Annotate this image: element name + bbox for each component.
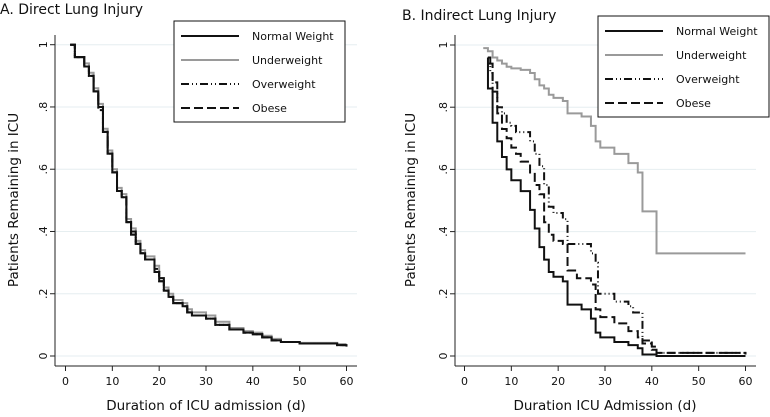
series-line-normal-weight: [486, 56, 746, 357]
panel-title: B. Indirect Lung Injury: [402, 8, 556, 24]
legend: Normal Weight Underweight Overweight Obese: [597, 15, 770, 118]
y-tick-label: 0: [37, 353, 50, 360]
x-tick-label: 60: [739, 375, 753, 388]
legend-label: Overweight: [676, 73, 740, 86]
legend-box: [597, 15, 770, 118]
legend-label: Obese: [676, 97, 711, 110]
y-tick-label: .6: [37, 164, 50, 175]
x-tick-label: 50: [293, 375, 307, 388]
panel-title: A. Direct Lung Injury: [0, 2, 143, 18]
x-tick-label: 40: [246, 375, 260, 388]
x-tick-label: 20: [152, 375, 166, 388]
y-tick-label: 0: [437, 353, 450, 360]
series-line-obese: [70, 43, 348, 347]
y-axis-label: Patients Remaining in ICU: [403, 113, 419, 287]
y-tick-label: .2: [437, 289, 450, 300]
y-tick-label: 1: [37, 41, 50, 48]
x-tick-label: 10: [105, 375, 119, 388]
x-tick-label: 0: [461, 375, 468, 388]
legend-label: Overweight: [252, 78, 316, 91]
x-axis-label: Duration of ICU admission (d): [106, 398, 306, 413]
y-tick-label: .8: [437, 102, 450, 113]
x-axis-label: Duration ICU Admission (d): [513, 398, 696, 413]
x-tick-label: 20: [551, 375, 565, 388]
legend-label: Underweight: [676, 49, 747, 62]
series-line-obese: [487, 62, 747, 355]
x-tick-label: 10: [504, 375, 518, 388]
x-tick-label: 30: [199, 375, 213, 388]
legend-box: [173, 20, 346, 123]
legend-label: Underweight: [252, 54, 323, 67]
y-tick-label: .6: [437, 164, 450, 175]
series-line-overweight: [487, 56, 746, 354]
panel-b-indirect-lung-injury: B. Indirect Lung Injury Duration ICU Adm…: [402, 8, 770, 414]
legend-label: Obese: [252, 102, 287, 115]
x-tick-label: 0: [62, 375, 69, 388]
legend-label: Normal Weight: [676, 25, 758, 38]
x-tick-label: 60: [340, 375, 354, 388]
y-tick-label: .2: [37, 288, 50, 299]
y-tick-label: .4: [437, 226, 450, 237]
panel-a-direct-lung-injury: A. Direct Lung Injury Duration of ICU ad…: [0, 2, 357, 414]
y-axis-label: Patients Remaining in ICU: [6, 113, 22, 287]
legend: Normal Weight Underweight Overweight Obese: [173, 20, 346, 123]
x-tick-label: 40: [645, 375, 659, 388]
x-tick-label: 50: [692, 375, 706, 388]
y-tick-label: .8: [37, 102, 50, 113]
y-tick-label: .4: [37, 226, 50, 237]
legend-label: Normal Weight: [252, 30, 334, 43]
y-tick-label: 1: [437, 42, 450, 49]
x-tick-label: 30: [598, 375, 612, 388]
series-line-underweight: [483, 47, 746, 255]
